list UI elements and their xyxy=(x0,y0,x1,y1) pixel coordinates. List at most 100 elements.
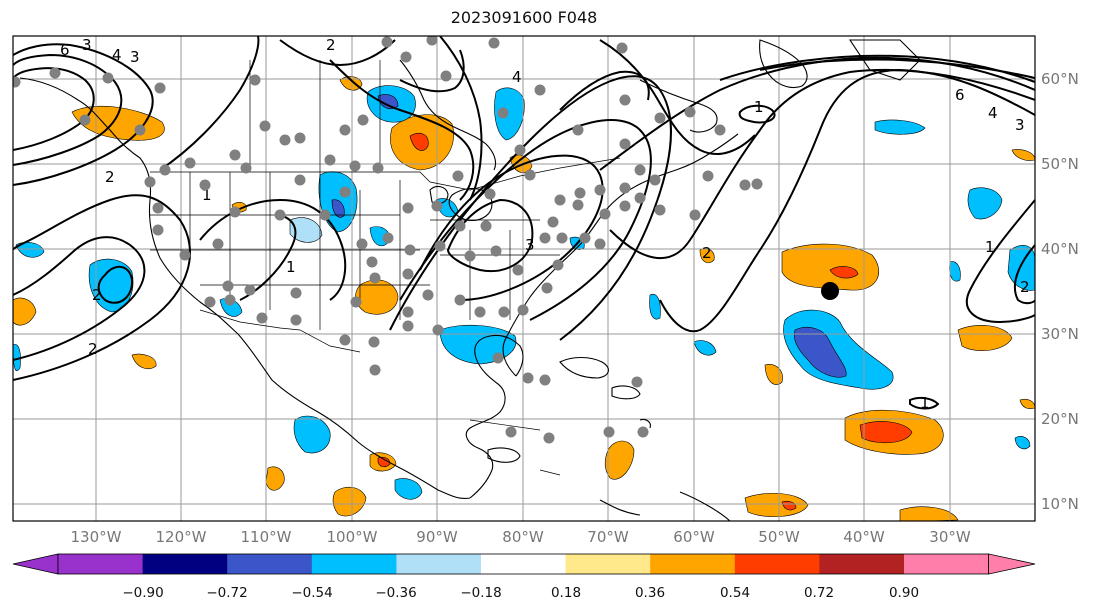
station-dot xyxy=(512,264,524,276)
station-dot xyxy=(619,200,631,212)
colorbar-swatch xyxy=(227,554,313,574)
contour-label: 2 xyxy=(1020,278,1030,296)
station-dot xyxy=(13,76,21,88)
station-dot xyxy=(159,164,171,176)
station-dot xyxy=(514,144,526,156)
map-border xyxy=(12,35,1036,522)
storm-center-marker xyxy=(821,282,839,300)
station-dot xyxy=(350,296,362,308)
lon-label: 130°W xyxy=(71,528,122,546)
station-dot xyxy=(440,70,452,82)
contour-label: 2 xyxy=(326,36,336,54)
station-dot xyxy=(229,206,241,218)
station-dot xyxy=(751,178,763,190)
station-dot xyxy=(689,209,701,221)
lat-label: 50°N xyxy=(1041,155,1079,173)
colorbar-swatch xyxy=(650,554,736,574)
contour-label: 4 xyxy=(512,68,522,86)
station-dot xyxy=(452,170,464,182)
station-dot xyxy=(631,376,643,388)
colorbar-tick-label: −0.54 xyxy=(291,585,332,601)
station-dot xyxy=(372,162,384,174)
station-dot xyxy=(290,287,302,299)
coastlines xyxy=(19,39,921,521)
contour-label: 3 xyxy=(82,36,92,54)
station-dot xyxy=(554,194,566,206)
lat-label: 60°N xyxy=(1041,70,1079,88)
station-dot xyxy=(739,179,751,191)
station-dot xyxy=(543,432,555,444)
station-dot xyxy=(339,186,351,198)
station-dot xyxy=(222,280,234,292)
political-borders xyxy=(150,60,621,476)
station-dot xyxy=(290,314,302,326)
lon-label: 40°W xyxy=(843,528,885,546)
station-dot xyxy=(574,187,586,199)
station-dot xyxy=(619,94,631,106)
station-dot xyxy=(539,374,551,386)
lon-label: 100°W xyxy=(327,528,378,546)
colorbar-swatch xyxy=(142,554,228,574)
lon-label: 50°W xyxy=(758,528,800,546)
station-dot xyxy=(464,250,476,262)
station-dot xyxy=(152,224,164,236)
station-dot xyxy=(541,282,553,294)
station-dot xyxy=(199,179,211,191)
colorbar-tick-labels: −0.90 −0.72 −0.54 −0.36 −0.18 0.18 0.36 … xyxy=(122,585,919,601)
station-dot xyxy=(324,154,336,166)
station-dot xyxy=(402,306,414,318)
station-dot xyxy=(224,294,236,306)
station-dot xyxy=(319,209,331,221)
colorbar-tick-label: −0.36 xyxy=(375,585,416,601)
contour-label: 2 xyxy=(105,168,115,186)
station-dot xyxy=(49,67,61,79)
station-dot xyxy=(422,289,434,301)
station-dot xyxy=(339,124,351,136)
station-dot xyxy=(547,216,559,228)
station-dot xyxy=(244,284,256,296)
colorbar-tick-label: −0.72 xyxy=(206,585,247,601)
station-dot xyxy=(434,240,446,252)
station-dot xyxy=(702,170,714,182)
station-dot xyxy=(454,294,466,306)
colorbar-swatch xyxy=(819,554,905,574)
colorbar-outline xyxy=(57,553,989,575)
contour-label: 4 xyxy=(112,46,122,64)
colorbar-tick-label: 0.36 xyxy=(635,585,665,601)
contour-label: 2 xyxy=(702,244,712,262)
station-dot xyxy=(249,74,261,86)
lat-label: 10°N xyxy=(1041,495,1079,513)
station-dot xyxy=(349,160,361,172)
station-dot xyxy=(229,149,241,161)
contour-label: 4 xyxy=(988,104,998,122)
longitude-labels: 130°W 120°W 110°W 100°W 90°W 80°W 70°W 6… xyxy=(71,528,971,546)
observation-stations xyxy=(13,36,763,444)
station-dot xyxy=(572,124,584,136)
contour-labels: 6 3 4 3 2 2 1 2 1 6 4 3 1 1 2 1 2 4 3 2 xyxy=(60,36,1030,412)
station-dot xyxy=(369,272,381,284)
colorbar-tick-label: −0.90 xyxy=(122,585,163,601)
station-dot xyxy=(431,200,443,212)
station-dot xyxy=(619,182,631,194)
contour-label: 1 xyxy=(202,186,212,204)
station-dot xyxy=(357,114,369,126)
station-dot xyxy=(579,232,591,244)
station-dot xyxy=(154,82,166,94)
colorbar-swatch xyxy=(734,554,820,574)
station-dot xyxy=(497,107,509,119)
station-dot xyxy=(179,249,191,261)
contour-label: 1 xyxy=(920,394,930,412)
contour-label: 3 xyxy=(525,236,535,254)
colorbar-extend-low xyxy=(12,553,59,575)
station-dot xyxy=(714,124,726,136)
station-dot xyxy=(240,162,252,174)
station-dot xyxy=(474,306,486,318)
station-dot xyxy=(368,336,380,348)
station-dot xyxy=(498,306,510,318)
lon-label: 120°W xyxy=(156,528,207,546)
colorbar-tick-label: 0.18 xyxy=(551,585,581,601)
colorbar-tick-label: −0.18 xyxy=(460,585,501,601)
colorbar-tick-label: 0.54 xyxy=(720,585,750,601)
lat-label: 30°N xyxy=(1041,325,1079,343)
station-dot xyxy=(274,209,286,221)
